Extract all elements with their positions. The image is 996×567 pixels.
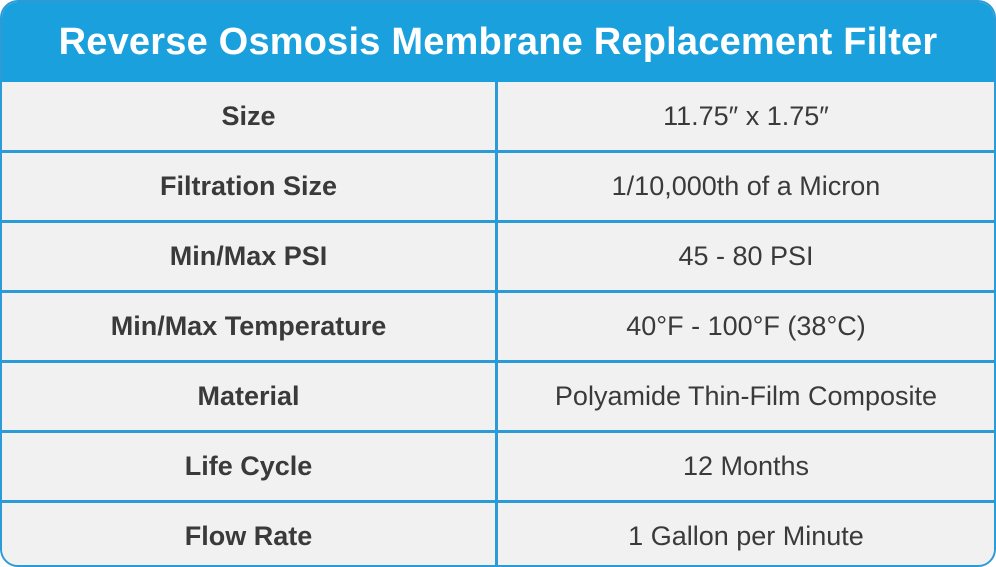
spec-value: 12 Months xyxy=(682,451,810,481)
table-row-life-cycle: Life Cycle 12 Months xyxy=(2,430,994,500)
spec-value: 40°F - 100°F (38°C) xyxy=(626,311,866,341)
table-row-flow-rate: Flow Rate 1 Gallon per Minute xyxy=(2,500,994,565)
spec-label: Life Cycle xyxy=(2,433,498,500)
spec-label: Min/Max PSI xyxy=(2,223,498,290)
spec-value: 11.75″ x 1.75″ xyxy=(663,100,829,131)
table-row-min-max-psi: Min/Max PSI 45 - 80 PSI xyxy=(2,220,994,290)
spec-value: 1/10,000th of a Micron xyxy=(611,171,881,201)
page-title: Reverse Osmosis Membrane Replacement Fil… xyxy=(58,20,938,63)
spec-label: Size xyxy=(2,82,498,150)
spec-label: Material xyxy=(2,363,498,430)
spec-label: Min/Max Temperature xyxy=(2,293,498,360)
spec-value: 1 Gallon per Minute xyxy=(628,521,864,551)
spec-label: Flow Rate xyxy=(2,503,498,565)
table-row-material: Material Polyamide Thin-Film Composite xyxy=(2,360,994,430)
table-header: Reverse Osmosis Membrane Replacement Fil… xyxy=(2,2,994,82)
spec-label: Filtration Size xyxy=(2,153,498,220)
spec-rows: Size 11.75″ x 1.75″ Filtration Size 1/10… xyxy=(2,82,994,565)
spec-value: Polyamide Thin-Film Composite xyxy=(554,381,938,411)
table-row-min-max-temperature: Min/Max Temperature 40°F - 100°F (38°C) xyxy=(2,290,994,360)
table-row-size: Size 11.75″ x 1.75″ xyxy=(2,82,994,150)
spec-value: 45 - 80 PSI xyxy=(678,241,814,271)
table-row-filtration-size: Filtration Size 1/10,000th of a Micron xyxy=(2,150,994,220)
